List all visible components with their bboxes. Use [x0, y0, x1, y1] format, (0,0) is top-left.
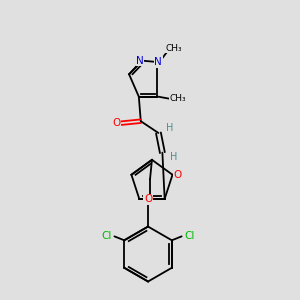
Text: CH₃: CH₃ [169, 94, 186, 103]
Text: Cl: Cl [184, 231, 195, 242]
Text: Cl: Cl [101, 231, 112, 242]
Text: O: O [144, 194, 152, 204]
Text: N: N [136, 56, 144, 66]
Text: N: N [154, 57, 162, 67]
Text: H: H [170, 152, 178, 161]
Text: H: H [166, 123, 173, 133]
Text: CH₃: CH₃ [166, 44, 182, 53]
Text: O: O [173, 170, 181, 180]
Text: O: O [112, 118, 120, 128]
